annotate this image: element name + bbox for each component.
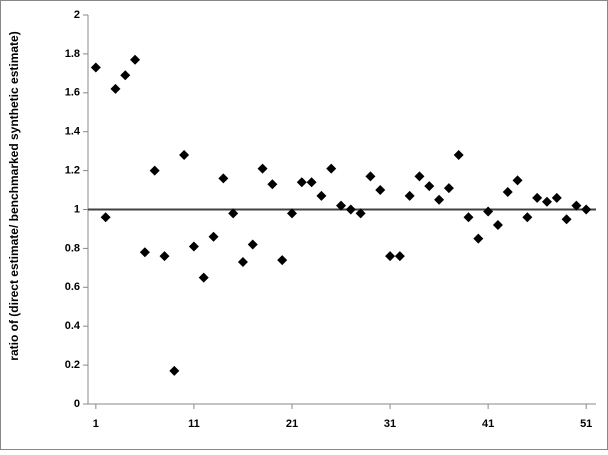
data-point xyxy=(541,196,552,207)
y-tick-label: 0.6 xyxy=(65,281,80,293)
data-point xyxy=(110,83,121,94)
x-tick-label: 31 xyxy=(384,418,396,430)
data-point xyxy=(277,255,288,266)
data-point xyxy=(581,204,592,215)
y-tick-label: 1.4 xyxy=(65,126,81,138)
data-point xyxy=(473,233,484,244)
y-tick-label: 1.6 xyxy=(65,87,80,99)
data-point xyxy=(306,177,317,188)
data-point xyxy=(336,200,347,211)
y-tick-label: 0.4 xyxy=(65,320,81,332)
x-tick-label: 1 xyxy=(93,418,99,430)
data-point xyxy=(522,212,533,223)
y-tick-label: 0.8 xyxy=(65,242,80,254)
data-point xyxy=(296,177,307,188)
data-point xyxy=(169,365,180,376)
y-tick-label: 1.2 xyxy=(65,165,80,177)
x-tick-label: 51 xyxy=(580,418,592,430)
data-point xyxy=(198,272,209,283)
data-point xyxy=(218,173,229,184)
data-point xyxy=(237,257,248,268)
data-point xyxy=(139,247,150,258)
data-point xyxy=(188,241,199,252)
data-point xyxy=(100,212,111,223)
x-tick-label: 41 xyxy=(482,418,494,430)
y-tick-label: 0 xyxy=(74,398,80,410)
data-point xyxy=(286,208,297,219)
y-tick-label: 0.2 xyxy=(65,359,80,371)
data-point xyxy=(502,186,513,197)
data-point xyxy=(179,150,190,161)
data-point xyxy=(90,62,101,73)
data-point xyxy=(424,181,435,192)
data-point xyxy=(159,251,170,262)
data-point xyxy=(512,175,523,186)
x-tick-label: 21 xyxy=(286,418,298,430)
y-tick-label: 1 xyxy=(74,203,80,215)
y-axis-label: ratio of (direct estimate/ benchmarked s… xyxy=(7,31,21,361)
data-point xyxy=(394,251,405,262)
data-point xyxy=(385,251,396,262)
y-axis-label-box: ratio of (direct estimate/ benchmarked s… xyxy=(7,31,21,361)
data-point xyxy=(463,212,474,223)
data-point xyxy=(443,183,454,194)
data-point xyxy=(551,192,562,203)
data-point xyxy=(326,163,337,174)
data-point xyxy=(365,171,376,182)
data-point xyxy=(355,208,366,219)
data-point xyxy=(228,208,239,219)
data-point xyxy=(561,214,572,225)
data-point xyxy=(414,171,425,182)
data-point xyxy=(404,190,415,201)
y-tick-label: 1.8 xyxy=(65,48,80,60)
data-point xyxy=(247,239,258,250)
data-point xyxy=(375,185,386,196)
data-point xyxy=(316,190,327,201)
data-point xyxy=(434,194,445,205)
x-tick-label: 11 xyxy=(188,418,200,430)
data-point xyxy=(453,150,464,161)
data-point xyxy=(571,200,582,211)
data-point xyxy=(120,70,131,81)
data-point xyxy=(492,220,503,231)
data-point xyxy=(130,54,141,65)
y-tick-label: 2 xyxy=(74,9,80,21)
data-point xyxy=(149,165,160,176)
data-point xyxy=(532,192,543,203)
data-point xyxy=(267,179,278,190)
data-point xyxy=(345,204,356,215)
data-point xyxy=(483,206,494,217)
data-point xyxy=(257,163,268,174)
data-point xyxy=(208,231,219,242)
